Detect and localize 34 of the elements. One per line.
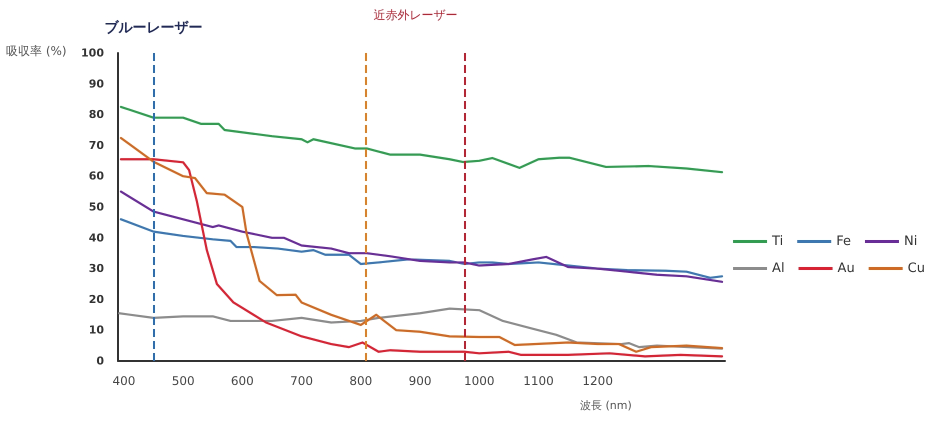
- y-tick-label: 80: [88, 108, 104, 122]
- y-tick-label: 100: [81, 46, 104, 60]
- y-tick-label: 10: [88, 324, 104, 337]
- y-tick-label: 30: [88, 262, 104, 276]
- legend-label: Al: [772, 261, 785, 276]
- line-series: [120, 190, 724, 283]
- x-tick-label: 1100: [523, 374, 554, 388]
- y-tick-label: 40: [88, 231, 104, 244]
- legend-label: Au: [838, 261, 855, 276]
- x-tick-label: 500: [172, 374, 195, 388]
- ref-line-label: ブルーレーザー: [104, 19, 203, 36]
- legend-label: Ni: [904, 234, 918, 249]
- x-tick-label: 400: [112, 374, 136, 388]
- legend-label: Ti: [771, 234, 784, 249]
- y-tick-label: 60: [88, 170, 104, 183]
- legend-label: Fe: [836, 234, 851, 249]
- x-tick-label: 1200: [582, 374, 613, 388]
- line-series: [120, 218, 724, 279]
- y-tick-label: 50: [88, 200, 104, 214]
- x-tick-label: 800: [349, 374, 372, 388]
- line-series: [120, 106, 724, 174]
- text: 近赤外レーザー: [373, 8, 458, 22]
- y-axis-title: 吸収率 (%): [6, 44, 67, 58]
- x-tick-label: 900: [408, 374, 432, 388]
- x-axis-title: 波長 (nm): [580, 399, 632, 412]
- x-tick-label: 600: [230, 374, 254, 388]
- y-tick-label: 0: [96, 354, 104, 368]
- y-tick-label: 70: [88, 138, 104, 152]
- line-series: [118, 308, 724, 350]
- y-tick-label: 90: [88, 77, 104, 90]
- legend-label: Cu: [908, 261, 926, 276]
- y-tick-label: 20: [88, 292, 104, 306]
- x-tick-label: 1000: [464, 374, 495, 388]
- x-tick-label: 700: [290, 374, 314, 388]
